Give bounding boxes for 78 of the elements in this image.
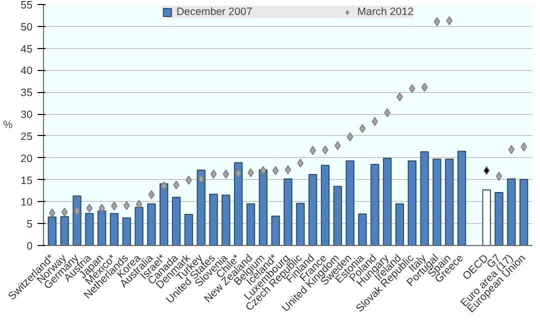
bar [122, 217, 131, 246]
point [74, 206, 80, 216]
y-tick-label: 55 [20, 0, 33, 12]
bar [445, 158, 454, 246]
bar [85, 213, 94, 246]
bar [48, 216, 57, 246]
point [210, 170, 217, 179]
bar [420, 151, 429, 246]
bar [358, 213, 367, 246]
legend-label: March 2012 [357, 6, 414, 18]
y-tick-label: 10 [20, 196, 33, 209]
bar [284, 178, 292, 246]
y-axis-title: % [3, 119, 14, 131]
bar [395, 203, 404, 246]
y-tick-label: 45 [20, 43, 33, 56]
bar [507, 178, 516, 246]
point [496, 172, 502, 181]
bar [110, 213, 119, 246]
bar [346, 160, 354, 246]
point [483, 166, 490, 176]
bar [134, 206, 144, 246]
y-tick-label: 5 [26, 218, 33, 231]
y-tick-label: 15 [20, 174, 33, 187]
point [408, 84, 416, 94]
bar [482, 189, 491, 246]
bar [432, 158, 442, 246]
point [86, 204, 93, 213]
point [346, 132, 354, 142]
bar [196, 170, 206, 246]
bar [333, 186, 342, 246]
point [421, 82, 428, 92]
bar [60, 216, 69, 246]
bar [246, 203, 256, 246]
point [359, 124, 366, 134]
bar [408, 160, 416, 246]
bar [234, 162, 243, 246]
point [198, 174, 204, 184]
point [372, 116, 378, 126]
y-tick-label: 30 [20, 109, 33, 122]
point [123, 201, 130, 210]
point [434, 17, 440, 26]
point [235, 168, 242, 178]
point [148, 190, 155, 200]
point [284, 165, 292, 174]
bar [382, 158, 392, 246]
bar [370, 164, 380, 246]
bar [209, 194, 218, 246]
bar [97, 210, 106, 246]
bar [519, 178, 528, 246]
bar [172, 196, 181, 246]
bar [184, 214, 194, 246]
point [272, 166, 279, 176]
bar [296, 202, 305, 246]
bar [494, 192, 504, 246]
bar [147, 203, 156, 246]
y-tick-label: 20 [20, 152, 33, 165]
point [297, 158, 304, 168]
bar [271, 216, 280, 246]
y-tick-label: 50 [20, 21, 33, 34]
legend-label: December 2007 [176, 6, 252, 18]
point [334, 141, 341, 150]
bar [222, 194, 230, 246]
point [61, 208, 68, 217]
y-tick-label: 0 [26, 240, 33, 252]
bar [160, 183, 168, 246]
bar [457, 150, 466, 246]
point [136, 200, 142, 209]
y-tick-label: 25 [20, 130, 33, 143]
bar [320, 164, 330, 246]
point [222, 170, 230, 179]
y-tick-label: 35 [20, 87, 33, 100]
bar [72, 195, 82, 246]
bar [258, 169, 268, 246]
y-tick-label: 40 [20, 65, 33, 78]
point [508, 145, 515, 154]
point [446, 16, 453, 26]
point [160, 181, 168, 190]
bar [308, 174, 318, 246]
